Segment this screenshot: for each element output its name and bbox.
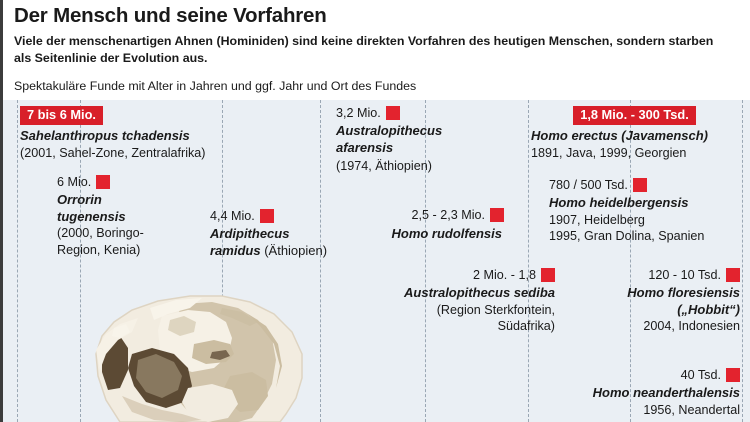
age-row: 4,4 Mio.: [210, 209, 358, 223]
species-name: Sahelanthropus tchadensis: [20, 128, 190, 143]
species-name-line2: afarensis: [336, 139, 394, 155]
grid-line-7: [630, 100, 631, 422]
entry-australopithecus-afarensis: 3,2 Mio. Australopithecus afarensis (197…: [336, 106, 516, 175]
age-label: 120 - 10 Tsd.: [648, 268, 721, 282]
grid-line-8: [742, 100, 743, 422]
entry-homo-heidelbergensis: 780 / 500 Tsd. Homo heidelbergensis 1907…: [549, 178, 744, 245]
grid-line-1: [17, 100, 18, 422]
species-name: Homo heidelbergensis: [549, 195, 689, 210]
age-row: 2,5 - 2,3 Mio.: [334, 208, 504, 222]
find-details-line2: Südafrika): [497, 319, 555, 333]
timeline-marker: [632, 178, 647, 192]
entry-homo-erectus: 1,8 Mio. - 300 Tsd. Homo erectus (Javame…: [531, 106, 746, 161]
grid-line-3: [222, 100, 223, 422]
entry-homo-neanderthalensis: 40 Tsd. Homo neanderthalensis 1956, Nean…: [540, 368, 740, 418]
age-label: 6 Mio.: [57, 175, 92, 189]
age-row: 2 Mio. - 1,8: [355, 268, 555, 282]
age-row: 7 bis 6 Mio.: [20, 106, 206, 125]
species-name: Homo erectus (Javamensch): [531, 128, 709, 143]
age-row: 6 Mio.: [57, 175, 202, 189]
age-label: 3,2 Mio.: [336, 106, 381, 120]
age-row: 120 - 10 Tsd.: [556, 268, 740, 282]
age-label: 40 Tsd.: [680, 368, 721, 382]
timeline-marker: [726, 368, 740, 382]
species-word: ramidus: [210, 242, 261, 258]
age-row: 780 / 500 Tsd.: [549, 178, 744, 192]
find-details: 1891, Java, 1999, Georgien: [531, 145, 687, 160]
age-row: 1,8 Mio. - 300 Tsd.: [531, 106, 746, 125]
page-title: Der Mensch und seine Vorfahren: [14, 4, 327, 27]
timeline-marker: [96, 175, 111, 189]
grid-line-2: [80, 100, 81, 422]
timeline-marker: [490, 208, 504, 222]
species-name: Homo neanderthalensis: [592, 385, 740, 400]
grid-line-6: [528, 100, 529, 422]
find-details-line2: 1995, Gran Dolina, Spanien: [549, 229, 705, 243]
age-label: 2,5 - 2,3 Mio.: [411, 208, 486, 222]
entry-sahelanthropus-tchadensis: 7 bis 6 Mio. Sahelanthropus tchadensis (…: [20, 106, 206, 161]
entry-ardipithecus-ramidus: 4,4 Mio. Ardipithecus ramidus (Äthiopien…: [210, 209, 358, 259]
timeline-marker: [541, 268, 555, 282]
age-badge: 1,8 Mio. - 300 Tsd.: [573, 106, 696, 125]
age-row: 40 Tsd.: [540, 368, 740, 382]
species-name: Australopithecus sediba: [404, 285, 555, 300]
find-details: (1974, Äthiopien): [336, 159, 432, 173]
species-name-line1: Orrorin: [57, 192, 102, 207]
grid-line-4: [320, 100, 321, 422]
find-details-line1: (2000, Boringo-: [57, 226, 144, 240]
timeline-marker: [259, 209, 274, 223]
species-name: Homo rudolfensis: [391, 226, 502, 241]
find-details-line1: 1907, Heidelberg: [549, 212, 645, 227]
find-details: (2001, Sahel-Zone, Zentralafrika): [20, 145, 206, 160]
find-details: 2004, Indonesien: [643, 319, 740, 333]
age-label: 4,4 Mio.: [210, 209, 255, 223]
species-name-line1: Homo floresiensis: [627, 285, 740, 300]
species-name-line1: Australopithecus: [336, 123, 443, 138]
entry-orrorin-tugenensis: 6 Mio. Orrorin tugenensis (2000, Boringo…: [57, 175, 202, 258]
species-name-line2: ramidus (Äthiopien): [210, 243, 358, 260]
timeline-marker: [726, 268, 740, 282]
subline-text: Spektakuläre Funde mit Alter in Jahren u…: [14, 79, 417, 93]
entry-homo-rudolfensis: 2,5 - 2,3 Mio. Homo rudolfensis: [334, 208, 504, 243]
find-details: 1956, Neandertal: [643, 402, 740, 417]
hominid-skull-illustration: [62, 292, 317, 422]
entry-homo-floresiensis: 120 - 10 Tsd. Homo floresiensis („Hobbit…: [556, 268, 740, 335]
species-name-line2: tugenensis: [57, 208, 126, 224]
entry-australopithecus-sediba: 2 Mio. - 1,8 Australopithecus sediba (Re…: [355, 268, 555, 335]
species-name-line1: Ardipithecus: [210, 226, 290, 241]
age-row: 3,2 Mio.: [336, 106, 516, 120]
grid-line-5: [425, 100, 426, 422]
header: Der Mensch und seine Vorfahren Viele der…: [0, 0, 750, 100]
left-edge-rule: [0, 0, 3, 422]
age-label: 780 / 500 Tsd.: [549, 178, 628, 192]
find-details-inline: (Äthiopien): [264, 242, 328, 258]
age-label: 2 Mio. - 1,8: [473, 268, 536, 282]
age-badge: 7 bis 6 Mio.: [20, 106, 103, 125]
species-name-line2: („Hobbit“): [677, 301, 740, 317]
standfirst-text: Viele der menschenartigen Ahnen (Hominid…: [14, 34, 714, 65]
find-details-line1: (Region Sterkfontein,: [436, 302, 555, 317]
timeline-marker: [385, 106, 400, 120]
find-details-line2: Region, Kenia): [57, 242, 141, 257]
